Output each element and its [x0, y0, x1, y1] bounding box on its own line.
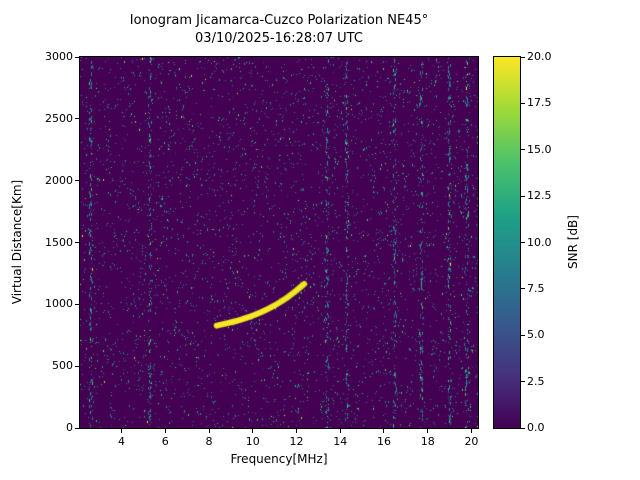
y-tick-mark	[75, 427, 79, 429]
y-tick-label: 500	[52, 359, 73, 373]
colorbar-tick-label: 15.0	[527, 142, 552, 156]
x-tick-label: 10	[245, 435, 260, 448]
x-tick-label: 20	[464, 435, 479, 448]
y-tick-mark	[75, 242, 79, 243]
y-tick-label: 2500	[45, 111, 73, 125]
y-tick-mark	[75, 365, 79, 367]
x-tick-mark	[427, 429, 429, 433]
colorbar-tick-label: 0.0	[527, 421, 545, 434]
x-tick-label: 8	[205, 435, 213, 448]
x-tick-label: 4	[118, 435, 126, 448]
colorbar-tick-label: 12.5	[527, 189, 552, 203]
x-tick-mark	[295, 429, 297, 433]
colorbar-tick-mark	[521, 195, 525, 197]
colorbar-tick-mark	[521, 242, 525, 243]
x-tick-mark	[252, 429, 254, 433]
colorbar-label: SNR [dB]	[566, 215, 580, 269]
colorbar-tick-mark	[521, 56, 525, 58]
y-tick-mark	[75, 180, 79, 182]
y-tick-label: 0	[66, 421, 73, 434]
colorbar-tick-mark	[521, 427, 525, 429]
colorbar-tick-mark	[521, 102, 525, 104]
y-tick-mark	[75, 56, 79, 58]
x-tick-label: 14	[333, 435, 348, 448]
x-axis-label: Frequency[MHz]	[230, 452, 328, 466]
colorbar-tick-label: 5.0	[527, 328, 545, 342]
x-tick-mark	[383, 429, 385, 433]
y-tick-mark	[75, 303, 79, 305]
x-tick-mark	[339, 429, 341, 433]
colorbar-tick-label: 2.5	[527, 374, 545, 388]
colorbar-tick-mark	[521, 381, 525, 383]
x-tick-label: 16	[376, 435, 391, 448]
colorbar-tick-label: 7.5	[527, 281, 545, 295]
x-tick-mark	[164, 429, 166, 433]
colorbar-tick-mark	[521, 288, 525, 290]
y-tick-label: 3000	[45, 50, 73, 63]
chart-subtitle: 03/10/2025-16:28:07 UTC	[195, 31, 363, 46]
x-tick-mark	[208, 429, 210, 433]
colorbar-tick-label: 10.0	[527, 235, 552, 249]
x-tick-mark	[121, 429, 123, 433]
colorbar-gradient-canvas	[493, 56, 521, 429]
colorbar-tick-label: 20.0	[527, 50, 552, 63]
colorbar-tick-label: 17.5	[527, 96, 552, 110]
colorbar-tick-mark	[521, 334, 525, 336]
ionogram-heatmap-canvas	[79, 56, 479, 429]
x-tick-label: 18	[420, 435, 435, 448]
x-tick-mark	[470, 429, 472, 433]
y-tick-label: 2000	[45, 173, 73, 187]
x-tick-label: 12	[289, 435, 304, 448]
y-axis-label: Virtual Distance[Km]	[10, 179, 24, 305]
colorbar-tick-mark	[521, 149, 525, 151]
y-tick-label: 1000	[45, 297, 73, 311]
chart-title: Ionogram Jicamarca-Cuzco Polarization NE…	[129, 13, 429, 28]
y-tick-label: 1500	[45, 235, 73, 249]
y-tick-mark	[75, 118, 79, 120]
x-tick-label: 6	[161, 435, 169, 448]
